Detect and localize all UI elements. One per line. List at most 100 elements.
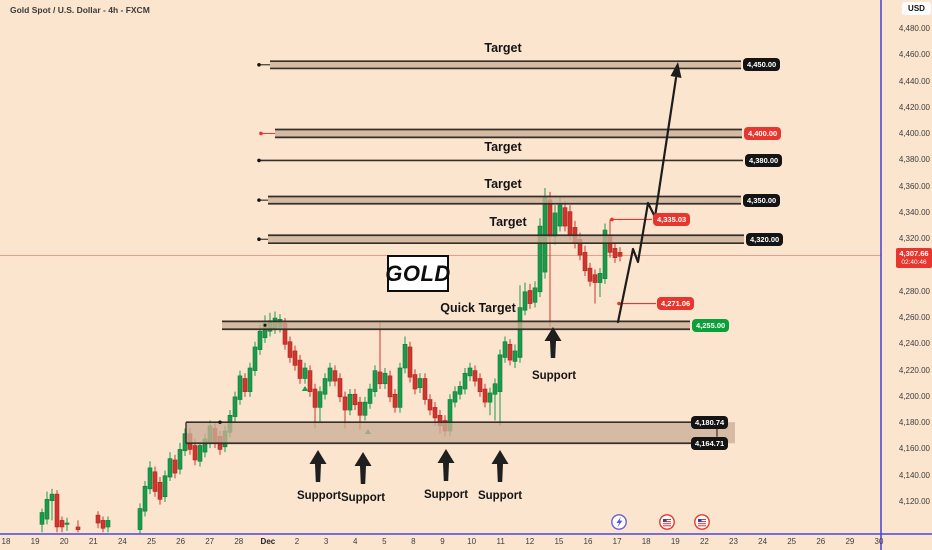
price-axis-label: 4,180.00 (898, 418, 930, 428)
candle-down (432, 407, 438, 419)
flag-stripe (663, 519, 671, 520)
candle-down (287, 341, 293, 358)
price-flag-label[interactable]: 4,271.06 (657, 297, 695, 311)
candle-up (462, 372, 468, 390)
time-axis-label: Dec (260, 537, 276, 546)
zone-fill[interactable] (268, 235, 744, 244)
candle-down (172, 459, 178, 474)
line-anchor-dot[interactable] (257, 158, 261, 163)
time-axis-label: 18 (641, 537, 651, 546)
zone-anchor-dot[interactable] (257, 237, 261, 242)
candle-down (95, 514, 101, 524)
candle-up (492, 383, 498, 395)
candle-down (157, 481, 163, 500)
up-arrow-icon[interactable] (491, 450, 509, 482)
time-axis-label: 24 (117, 537, 127, 546)
candle-down (332, 370, 338, 382)
price-level-label[interactable]: 4,450.00 (743, 58, 781, 72)
price-axis-label: 4,280.00 (898, 286, 930, 296)
time-axis-label: 9 (440, 537, 445, 546)
candle-down (357, 401, 363, 416)
up-arrow-icon[interactable] (437, 449, 455, 481)
candle-up (557, 204, 563, 227)
up-arrow-icon[interactable] (309, 450, 327, 482)
quick-target-caption: Quick Target (440, 301, 516, 316)
candle-up (502, 341, 508, 358)
candle-up (367, 388, 373, 404)
candle-down (412, 374, 418, 390)
candle-up (552, 212, 558, 237)
price-flag-label[interactable]: 4,335.03 (653, 212, 691, 226)
zone-fill[interactable] (275, 129, 742, 138)
time-axis-label: 22 (699, 537, 709, 546)
price-axis-label: 4,380.00 (898, 155, 930, 165)
price-axis-label: 4,420.00 (898, 102, 930, 112)
price-flag-dot[interactable] (610, 217, 614, 222)
currency-button[interactable]: USD (902, 2, 931, 15)
zone-anchor-dot[interactable] (218, 420, 222, 424)
price-level-label[interactable]: 4,164.71 (691, 436, 729, 450)
time-axis-label: 5 (382, 537, 387, 546)
candle-down (477, 378, 483, 392)
time-axis-label: 17 (612, 537, 622, 546)
time-axis-label: 16 (583, 537, 593, 546)
price-level-label[interactable]: 4,180.74 (691, 415, 729, 429)
zone-fill[interactable] (268, 196, 741, 204)
zone-anchor-dot[interactable] (257, 63, 261, 67)
candle-up (142, 485, 148, 512)
time-axis-label: 10 (467, 537, 477, 546)
candle-down (377, 371, 383, 385)
up-arrow-icon[interactable] (544, 327, 562, 358)
time-axis-label: 26 (816, 537, 826, 546)
candle-up (452, 391, 458, 403)
price-axis-label: 4,480.00 (898, 24, 930, 33)
projection-arrowhead-icon (670, 62, 682, 78)
event-icons[interactable] (611, 514, 710, 530)
price-level-label[interactable]: 4,350.00 (743, 193, 781, 207)
candle-down (392, 393, 398, 408)
candle-up (237, 375, 243, 400)
zone-anchor-dot[interactable] (263, 323, 267, 327)
candle-down (407, 346, 413, 378)
buy-marker-icon (301, 386, 309, 391)
time-axis-label: 8 (411, 537, 416, 546)
candle-down (592, 274, 598, 283)
zone-fill[interactable] (186, 422, 735, 444)
price-level-label[interactable]: 4,400.00 (744, 126, 782, 140)
price-level-label[interactable]: 4,380.00 (745, 153, 783, 167)
candle-down (587, 267, 593, 282)
zone-fill[interactable] (270, 61, 741, 69)
candle-up (247, 367, 253, 392)
time-axis-label: 19 (670, 537, 680, 546)
candle-down (387, 375, 393, 398)
flag-stripe (698, 519, 706, 520)
candle-down (617, 252, 623, 257)
time-axis-label: 20 (59, 537, 69, 546)
candle-up (497, 354, 503, 392)
price-axis-label: 4,240.00 (898, 339, 930, 349)
price-level-label[interactable]: 4,255.00 (692, 318, 730, 332)
target-caption: Target (484, 41, 522, 56)
up-arrow-icon[interactable] (354, 452, 372, 484)
price-flag-dot[interactable] (617, 301, 621, 306)
flag-stripe (663, 525, 671, 527)
zone-anchor-dot[interactable] (259, 131, 263, 136)
candle-down (567, 211, 573, 236)
candle-up (39, 512, 45, 525)
projection-path[interactable] (616, 76, 678, 324)
symbol-callout: GOLD (385, 255, 450, 292)
time-axis-label: 2 (294, 537, 300, 546)
candle-down (547, 199, 553, 237)
zone-fill[interactable] (222, 321, 690, 330)
price-axis-label: 4,340.00 (898, 207, 930, 217)
time-axis-label: 27 (205, 537, 215, 546)
time-axis-label: 18 (1, 537, 11, 546)
candle-up (232, 396, 238, 417)
zone-anchor-dot[interactable] (257, 198, 261, 202)
candle-up (602, 229, 608, 279)
price-level-label[interactable]: 4,320.00 (746, 232, 784, 246)
candle-down (337, 378, 343, 398)
candle-down (342, 396, 348, 411)
support-caption: Support (531, 370, 577, 382)
